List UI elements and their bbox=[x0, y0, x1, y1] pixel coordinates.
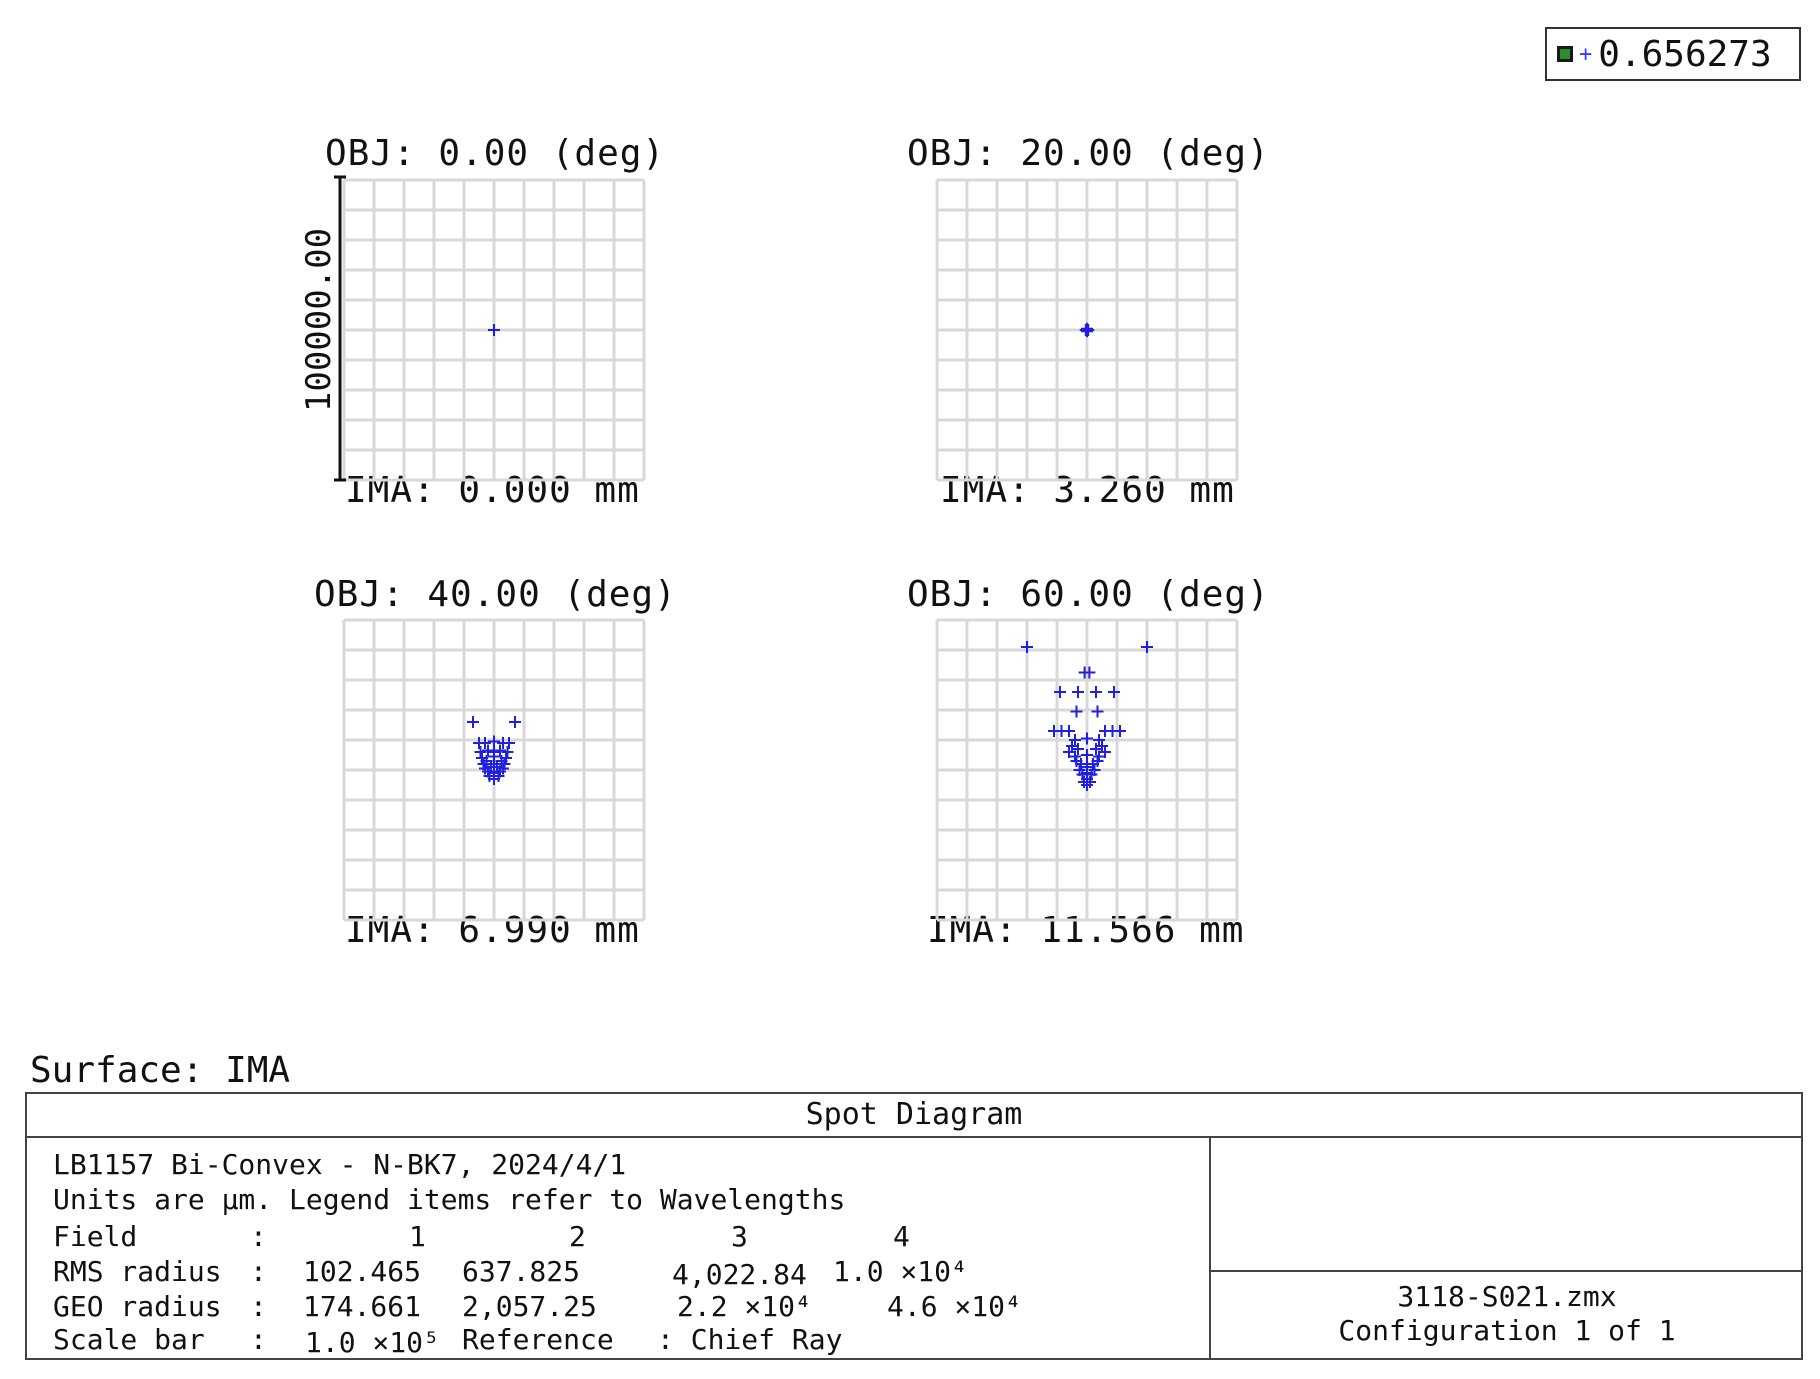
rms-label: RMS radius bbox=[53, 1255, 222, 1288]
spot-plot-1 bbox=[342, 178, 646, 482]
spot-plot-3 bbox=[342, 618, 646, 922]
footer-line-1: LB1157 Bi-Convex - N-BK7, 2024/4/1 bbox=[53, 1148, 627, 1181]
spot-point bbox=[1108, 686, 1120, 698]
file-name: 3118-S021.zmx bbox=[1397, 1280, 1617, 1313]
geo-1: 174.661 bbox=[303, 1290, 422, 1323]
checkbox-icon[interactable] bbox=[1557, 46, 1573, 62]
spot-point bbox=[1081, 732, 1093, 745]
spot-point bbox=[1063, 725, 1075, 737]
reference-label: Reference bbox=[462, 1323, 614, 1356]
spot-point bbox=[491, 761, 503, 773]
spot-point bbox=[1093, 734, 1105, 746]
plot-ima-3: IMA: 6.990 mm bbox=[345, 910, 640, 951]
spot-point bbox=[494, 744, 506, 757]
spot-point bbox=[1066, 740, 1078, 752]
geo-4: 4.6 ×10⁴ bbox=[887, 1290, 1022, 1323]
footer-info-panel: LB1157 Bi-Convex - N-BK7, 2024/4/1 Units… bbox=[27, 1138, 1211, 1360]
field-1: 1 bbox=[409, 1220, 426, 1253]
spot-point bbox=[1090, 686, 1102, 698]
legend-value: 0.656273 bbox=[1598, 33, 1772, 75]
rms-4: 1.0 ×10⁴ bbox=[833, 1255, 968, 1288]
spot-diagram-plots: 100000.00 bbox=[299, 175, 1239, 922]
geo-3: 2.2 ×10⁴ bbox=[677, 1290, 812, 1323]
wavelength-legend: + 0.656273 bbox=[1545, 27, 1801, 81]
spot-plot-4 bbox=[935, 618, 1239, 922]
spot-point bbox=[1072, 686, 1084, 698]
info-footer: Spot Diagram LB1157 Bi-Convex - N-BK7, 2… bbox=[25, 1092, 1803, 1360]
scale-colon: : bbox=[250, 1323, 267, 1356]
plot-title-4: OBJ: 60.00 (deg) bbox=[907, 574, 1270, 615]
plot-ima-4: IMA: 11.566 mm bbox=[927, 910, 1245, 951]
spot-plot-2 bbox=[935, 178, 1239, 482]
plus-marker-icon: + bbox=[1579, 41, 1593, 67]
scale-value: 1.0 ×10⁵ bbox=[305, 1326, 440, 1359]
field-4: 4 bbox=[893, 1220, 910, 1253]
spot-point bbox=[501, 746, 514, 758]
field-3: 3 bbox=[731, 1220, 748, 1253]
spot-point bbox=[1083, 666, 1096, 679]
plot-title-2: OBJ: 20.00 (deg) bbox=[907, 133, 1270, 174]
spot-point bbox=[1070, 705, 1083, 718]
spot-point bbox=[1081, 325, 1093, 338]
rms-2: 637.825 bbox=[462, 1255, 581, 1288]
field-label: Field bbox=[53, 1220, 138, 1253]
spot-point bbox=[488, 773, 500, 785]
spot-point bbox=[474, 746, 487, 758]
plot-ima-1: IMA: 0.000 mm bbox=[345, 470, 640, 511]
rms-1: 102.465 bbox=[303, 1255, 422, 1288]
scale-bar-label: 100000.00 bbox=[299, 228, 339, 412]
spot-point bbox=[509, 716, 521, 728]
rms-colon: : bbox=[250, 1255, 267, 1288]
spot-point bbox=[482, 744, 494, 757]
spot-point bbox=[503, 737, 515, 749]
spot-point bbox=[1091, 705, 1104, 718]
spot-point bbox=[1082, 324, 1095, 336]
footer-blank-cell bbox=[1211, 1138, 1803, 1272]
spot-point bbox=[467, 716, 479, 728]
spot-point bbox=[1072, 743, 1084, 755]
field-colon: : bbox=[250, 1220, 267, 1253]
spot-point bbox=[1081, 749, 1093, 761]
spot-point bbox=[1054, 686, 1066, 698]
footer-line-2: Units are µm. Legend items refer to Wave… bbox=[53, 1183, 846, 1216]
surface-label: Surface: IMA bbox=[30, 1050, 291, 1091]
footer-title: Spot Diagram bbox=[27, 1094, 1801, 1138]
field-2: 2 bbox=[569, 1220, 586, 1253]
rms-3: 4,022.84 bbox=[672, 1258, 807, 1291]
spot-point bbox=[488, 746, 500, 758]
footer-file-info: 3118-S021.zmx Configuration 1 of 1 bbox=[1211, 1272, 1803, 1360]
scale-label: Scale bar bbox=[53, 1323, 205, 1356]
spot-point bbox=[1141, 641, 1153, 653]
spot-point bbox=[488, 324, 500, 336]
reference-value: : Chief Ray bbox=[657, 1323, 843, 1356]
spot-point bbox=[488, 735, 500, 748]
spot-point bbox=[1090, 743, 1102, 755]
spot-point bbox=[1069, 734, 1081, 746]
plot-title-1: OBJ: 0.00 (deg) bbox=[325, 133, 666, 174]
geo-colon: : bbox=[250, 1290, 267, 1323]
configuration-label: Configuration 1 of 1 bbox=[1338, 1314, 1676, 1347]
spot-point bbox=[1114, 725, 1126, 737]
spot-point bbox=[1081, 779, 1093, 791]
geo-2: 2,057.25 bbox=[462, 1290, 597, 1323]
plot-title-3: OBJ: 40.00 (deg) bbox=[314, 574, 677, 615]
geo-label: GEO radius bbox=[53, 1290, 222, 1323]
spot-point bbox=[479, 737, 491, 749]
spot-point bbox=[1096, 740, 1108, 752]
spot-point bbox=[1021, 641, 1033, 653]
